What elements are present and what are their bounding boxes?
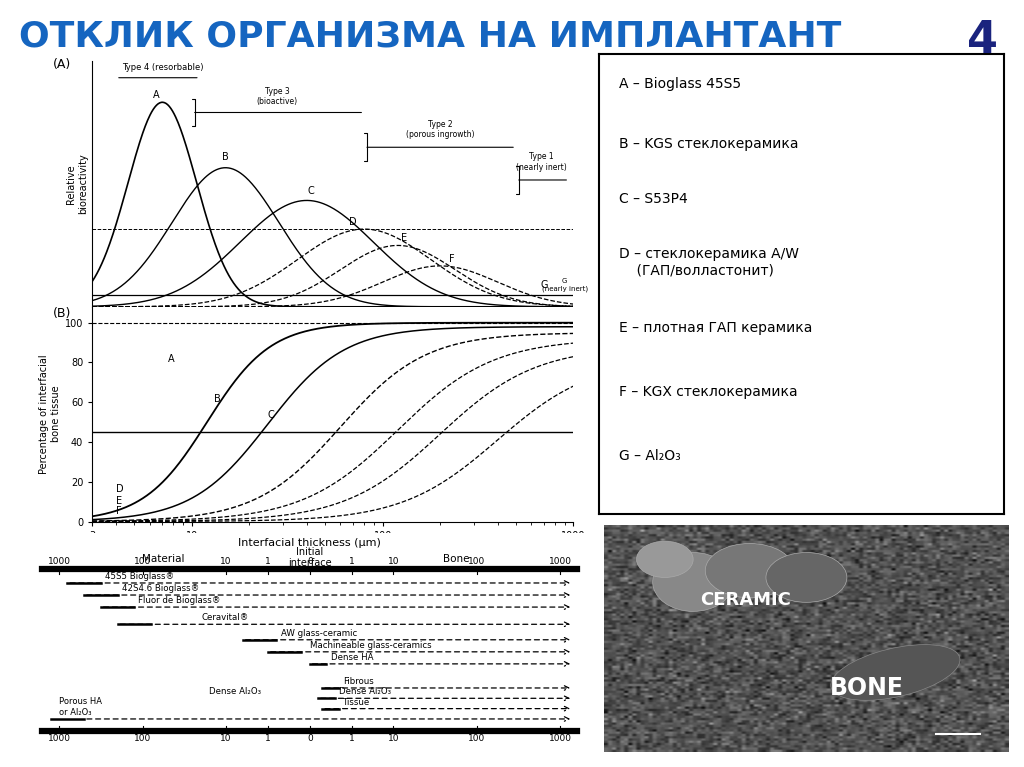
Text: Interfacial thickness (μm): Interfacial thickness (μm)	[239, 538, 381, 548]
Text: D: D	[349, 217, 357, 227]
Text: C: C	[307, 186, 314, 196]
Text: D – стеклокерамика A/W
    (ГАП/волластонит): D – стеклокерамика A/W (ГАП/волластонит)	[620, 247, 800, 277]
Text: 1000: 1000	[47, 557, 71, 566]
Text: A: A	[168, 354, 175, 364]
Text: C – S53P4: C – S53P4	[620, 192, 688, 206]
Ellipse shape	[766, 552, 847, 602]
Text: F: F	[449, 254, 455, 264]
Text: A: A	[153, 91, 160, 100]
Text: E – плотная ГАП керамика: E – плотная ГАП керамика	[620, 321, 813, 334]
Text: Ceravital®: Ceravital®	[201, 614, 249, 622]
Text: D: D	[116, 484, 124, 494]
Text: 100: 100	[468, 735, 485, 743]
Text: A – Bioglass 45S5: A – Bioglass 45S5	[620, 77, 741, 91]
Text: 10: 10	[388, 735, 399, 743]
Text: 10: 10	[220, 557, 231, 566]
Ellipse shape	[652, 552, 733, 611]
Text: F: F	[116, 505, 122, 515]
Ellipse shape	[706, 544, 795, 597]
Text: Type 4 (resorbable): Type 4 (resorbable)	[122, 63, 203, 71]
Text: Initial
interface: Initial interface	[288, 547, 332, 568]
Text: 1000: 1000	[47, 735, 71, 743]
Text: Dense Al₂O₃: Dense Al₂O₃	[210, 687, 261, 696]
Text: BONE: BONE	[830, 676, 904, 700]
Text: 0: 0	[307, 735, 312, 743]
Text: Dense HA: Dense HA	[331, 653, 373, 662]
Text: Porous HA
or Al₂O₃: Porous HA or Al₂O₃	[59, 697, 102, 717]
Text: 100: 100	[468, 557, 485, 566]
Text: Type 2
(porous ingrowth): Type 2 (porous ingrowth)	[406, 120, 474, 139]
Text: 10: 10	[388, 557, 399, 566]
Ellipse shape	[830, 644, 959, 700]
Text: (B): (B)	[53, 307, 72, 320]
Text: G
(nearly inert): G (nearly inert)	[542, 278, 588, 292]
Text: 4: 4	[968, 19, 998, 62]
Text: G – Al₂O₃: G – Al₂O₃	[620, 449, 681, 463]
Y-axis label: Percentage of interfacial
bone tissue: Percentage of interfacial bone tissue	[39, 354, 60, 474]
Y-axis label: Relative
bioreactivity: Relative bioreactivity	[67, 153, 88, 215]
Text: Bone: Bone	[442, 554, 469, 564]
Text: Tissue: Tissue	[343, 697, 371, 706]
Text: E: E	[401, 233, 408, 243]
X-axis label: Implantation time (d): Implantation time (d)	[281, 543, 385, 553]
Text: 1: 1	[349, 735, 354, 743]
Text: 1: 1	[265, 557, 270, 566]
Text: B: B	[214, 394, 220, 404]
Text: Type 3
(bioactive): Type 3 (bioactive)	[257, 87, 298, 107]
Text: C: C	[268, 410, 274, 420]
Text: 42S4.6 Bioglass®: 42S4.6 Bioglass®	[122, 584, 199, 593]
Text: 45S5 Bioglass®: 45S5 Bioglass®	[105, 572, 174, 581]
Text: Fibrous: Fibrous	[343, 677, 374, 686]
Text: F – KGX стеклокерамика: F – KGX стеклокерамика	[620, 385, 798, 399]
Ellipse shape	[637, 542, 693, 578]
Text: Dense Al₂O₃: Dense Al₂O₃	[339, 687, 391, 696]
Text: 100: 100	[134, 735, 152, 743]
Text: 100: 100	[134, 557, 152, 566]
Text: AW glass-ceramic: AW glass-ceramic	[281, 629, 356, 637]
Text: B – KGS стеклокерамика: B – KGS стеклокерамика	[620, 137, 799, 150]
Text: 1: 1	[349, 557, 354, 566]
Text: CERAMIC: CERAMIC	[700, 591, 792, 609]
Text: (A): (A)	[53, 58, 72, 71]
Text: 0: 0	[307, 557, 312, 566]
Text: Machineable glass-ceramics: Machineable glass-ceramics	[310, 640, 431, 650]
Text: Fluor de Bioglass®: Fluor de Bioglass®	[138, 596, 221, 605]
Text: E: E	[116, 495, 122, 505]
Text: 1: 1	[265, 735, 270, 743]
Text: Type 1
(nearly inert): Type 1 (nearly inert)	[516, 153, 567, 172]
Text: G: G	[540, 281, 548, 291]
Text: Material: Material	[142, 554, 184, 564]
Text: B: B	[222, 152, 229, 162]
Text: 1000: 1000	[549, 735, 572, 743]
Text: 10: 10	[220, 735, 231, 743]
Text: ОТКЛИК ОРГАНИЗМА НА ИМПЛАНТАНТ: ОТКЛИК ОРГАНИЗМА НА ИМПЛАНТАНТ	[18, 19, 842, 53]
Text: 1000: 1000	[549, 557, 572, 566]
